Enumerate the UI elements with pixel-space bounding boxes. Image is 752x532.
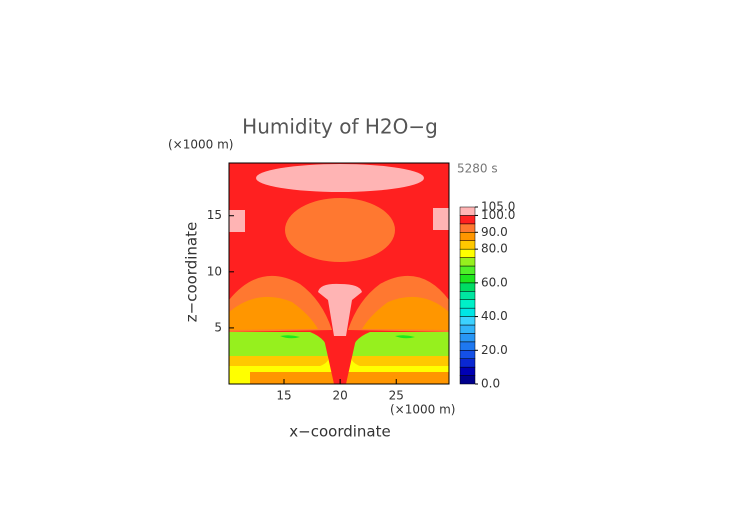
colorbar-band: [459, 358, 476, 368]
time-label: 5280 s: [457, 162, 498, 176]
contour-region: [433, 208, 449, 230]
y-tick-label: 15: [207, 208, 222, 222]
contour-field: [229, 163, 449, 384]
colorbar-band: [459, 248, 476, 258]
colorbar-band: [459, 274, 476, 284]
colorbar-tick-label: 0.0: [481, 377, 500, 391]
colorbar-tick-label: 80.0: [481, 242, 508, 256]
colorbar-band: [459, 223, 476, 233]
contour-region: [229, 372, 250, 384]
colorbar-band: [459, 375, 476, 385]
colorbar-tick-label: 60.0: [481, 275, 508, 289]
x-tick-label: 25: [389, 389, 404, 403]
colorbar-band: [459, 240, 476, 250]
contour-region: [280, 335, 300, 339]
contour-region: [229, 210, 245, 232]
colorbar-band: [459, 232, 476, 241]
colorbar-tick-label: 105.0: [481, 200, 515, 214]
colorbar-band: [459, 282, 476, 292]
colorbar-tick-label: 90.0: [481, 225, 508, 239]
contour-region: [351, 332, 449, 356]
y-unit: (×1000 m): [168, 138, 233, 152]
contour-region: [229, 296, 318, 330]
contour-region: [285, 198, 395, 262]
colorbar-band: [459, 265, 476, 275]
y-tick-label: 5: [214, 320, 222, 334]
colorbar-band: [459, 307, 476, 317]
colorbar-tick-label: 40.0: [481, 309, 508, 323]
contour-region: [229, 356, 329, 366]
colorbar-band: [459, 215, 476, 225]
contour-region: [318, 283, 362, 336]
x-tick-label: 20: [332, 389, 347, 403]
colorbar-band: [459, 299, 476, 309]
plot-frame: [228, 162, 450, 385]
colorbar-band: [459, 206, 476, 216]
colorbar-tick-label: 100.0: [481, 208, 515, 222]
y-tick-label: 10: [207, 264, 222, 278]
colorbar-band: [459, 257, 476, 267]
colorbar-band: [459, 333, 476, 343]
x-tick-label: 15: [276, 389, 291, 403]
colorbar-tick-label: 20.0: [481, 343, 508, 357]
colorbar-band: [459, 324, 476, 334]
colorbar-band: [459, 350, 476, 359]
x-axis-label: x−coordinate: [289, 423, 390, 441]
x-unit: (×1000 m): [390, 403, 455, 417]
colorbar-band: [459, 291, 476, 300]
contour-region: [322, 330, 358, 384]
contour-region: [395, 335, 415, 339]
contour-region: [362, 296, 449, 330]
contour-region: [229, 332, 329, 356]
colorbar-band: [459, 341, 476, 351]
y-axis-label: z−coordinate: [183, 222, 201, 322]
colorbar-band: [459, 316, 476, 326]
contour-region: [256, 164, 424, 192]
colorbar-band: [459, 366, 476, 376]
contour-region: [351, 356, 449, 366]
chart-title: Humidity of H2O−g: [242, 115, 438, 139]
